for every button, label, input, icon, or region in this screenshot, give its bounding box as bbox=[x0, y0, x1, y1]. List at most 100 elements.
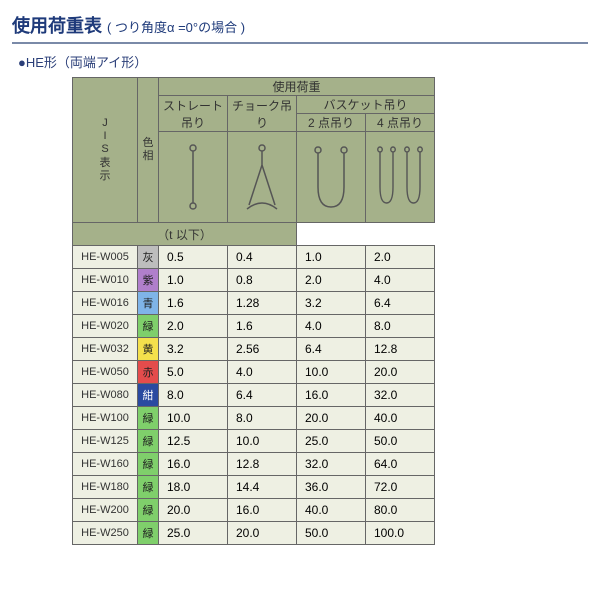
value-cell: 20.0 bbox=[297, 407, 366, 430]
page-title: 使用荷重表 ( つり角度α =0°の場合 ) bbox=[12, 12, 588, 44]
title-main: 使用荷重表 bbox=[12, 16, 102, 36]
value-cell: 12.5 bbox=[159, 430, 228, 453]
value-cell: 32.0 bbox=[297, 453, 366, 476]
value-cell: 3.2 bbox=[159, 338, 228, 361]
hue-cell: 緑 bbox=[138, 453, 159, 476]
hue-cell: 紺 bbox=[138, 384, 159, 407]
table-row: HE-W010紫1.00.82.04.0 bbox=[73, 269, 435, 292]
jis-cell: HE-W010 bbox=[73, 269, 138, 292]
value-cell: 2.0 bbox=[297, 269, 366, 292]
header-hue: 色相 bbox=[138, 78, 159, 223]
value-cell: 20.0 bbox=[228, 522, 297, 545]
jis-cell: HE-W125 bbox=[73, 430, 138, 453]
table-row: HE-W200緑20.016.040.080.0 bbox=[73, 499, 435, 522]
value-cell: 25.0 bbox=[297, 430, 366, 453]
table-row: HE-W020緑2.01.64.08.0 bbox=[73, 315, 435, 338]
header-4pt: 4 点吊り bbox=[366, 114, 435, 132]
table-row: HE-W032黄3.22.566.412.8 bbox=[73, 338, 435, 361]
value-cell: 1.28 bbox=[228, 292, 297, 315]
value-cell: 20.0 bbox=[159, 499, 228, 522]
value-cell: 100.0 bbox=[366, 522, 435, 545]
jis-cell: HE-W050 bbox=[73, 361, 138, 384]
table-row: HE-W080紺8.06.416.032.0 bbox=[73, 384, 435, 407]
hue-cell: 緑 bbox=[138, 430, 159, 453]
value-cell: 20.0 bbox=[366, 361, 435, 384]
table-row: HE-W100緑10.08.020.040.0 bbox=[73, 407, 435, 430]
icon-straight bbox=[159, 132, 228, 223]
value-cell: 50.0 bbox=[366, 430, 435, 453]
value-cell: 16.0 bbox=[228, 499, 297, 522]
hue-cell: 黄 bbox=[138, 338, 159, 361]
value-cell: 8.0 bbox=[228, 407, 297, 430]
value-cell: 0.4 bbox=[228, 246, 297, 269]
value-cell: 40.0 bbox=[366, 407, 435, 430]
value-cell: 2.0 bbox=[366, 246, 435, 269]
value-cell: 8.0 bbox=[159, 384, 228, 407]
value-cell: 6.4 bbox=[228, 384, 297, 407]
header-2pt: 2 点吊り bbox=[297, 114, 366, 132]
header-choke: チョーク吊り bbox=[228, 96, 297, 132]
load-table: JIS表示 色相 使用荷重 ストレート吊り チョーク吊り バスケット吊り 2 点… bbox=[72, 77, 435, 545]
value-cell: 8.0 bbox=[366, 315, 435, 338]
jis-cell: HE-W032 bbox=[73, 338, 138, 361]
hue-cell: 緑 bbox=[138, 476, 159, 499]
value-cell: 40.0 bbox=[297, 499, 366, 522]
value-cell: 1.0 bbox=[159, 269, 228, 292]
jis-cell: HE-W100 bbox=[73, 407, 138, 430]
value-cell: 12.8 bbox=[228, 453, 297, 476]
value-cell: 10.0 bbox=[159, 407, 228, 430]
table-row: HE-W180緑18.014.436.072.0 bbox=[73, 476, 435, 499]
value-cell: 36.0 bbox=[297, 476, 366, 499]
icon-basket-2pt bbox=[297, 132, 366, 223]
jis-cell: HE-W160 bbox=[73, 453, 138, 476]
jis-cell: HE-W180 bbox=[73, 476, 138, 499]
table-row: HE-W016青1.61.283.26.4 bbox=[73, 292, 435, 315]
hue-cell: 赤 bbox=[138, 361, 159, 384]
hue-cell: 灰 bbox=[138, 246, 159, 269]
title-sub: ( つり角度α =0°の場合 ) bbox=[107, 20, 245, 35]
value-cell: 16.0 bbox=[159, 453, 228, 476]
jis-cell: HE-W200 bbox=[73, 499, 138, 522]
jis-cell: HE-W005 bbox=[73, 246, 138, 269]
value-cell: 4.0 bbox=[297, 315, 366, 338]
value-cell: 3.2 bbox=[297, 292, 366, 315]
value-cell: 1.0 bbox=[297, 246, 366, 269]
hue-cell: 紫 bbox=[138, 269, 159, 292]
header-basket: バスケット吊り bbox=[297, 96, 435, 114]
icon-basket-4pt bbox=[366, 132, 435, 223]
value-cell: 32.0 bbox=[366, 384, 435, 407]
subtitle: ●HE形（両端アイ形） bbox=[18, 52, 588, 71]
table-row: HE-W005灰0.50.41.02.0 bbox=[73, 246, 435, 269]
value-cell: 25.0 bbox=[159, 522, 228, 545]
value-cell: 4.0 bbox=[366, 269, 435, 292]
hue-cell: 緑 bbox=[138, 407, 159, 430]
jis-cell: HE-W250 bbox=[73, 522, 138, 545]
header-jis: JIS表示 bbox=[73, 78, 138, 223]
header-straight: ストレート吊り bbox=[159, 96, 228, 132]
value-cell: 0.8 bbox=[228, 269, 297, 292]
jis-cell: HE-W020 bbox=[73, 315, 138, 338]
hue-cell: 緑 bbox=[138, 315, 159, 338]
value-cell: 16.0 bbox=[297, 384, 366, 407]
value-cell: 80.0 bbox=[366, 499, 435, 522]
value-cell: 64.0 bbox=[366, 453, 435, 476]
icon-choke bbox=[228, 132, 297, 223]
table-row: HE-W250緑25.020.050.0100.0 bbox=[73, 522, 435, 545]
value-cell: 1.6 bbox=[228, 315, 297, 338]
value-cell: 72.0 bbox=[366, 476, 435, 499]
value-cell: 0.5 bbox=[159, 246, 228, 269]
hue-cell: 緑 bbox=[138, 499, 159, 522]
value-cell: 10.0 bbox=[228, 430, 297, 453]
value-cell: 6.4 bbox=[297, 338, 366, 361]
value-cell: 6.4 bbox=[366, 292, 435, 315]
value-cell: 2.0 bbox=[159, 315, 228, 338]
jis-cell: HE-W016 bbox=[73, 292, 138, 315]
table-row: HE-W125緑12.510.025.050.0 bbox=[73, 430, 435, 453]
value-cell: 10.0 bbox=[297, 361, 366, 384]
value-cell: 2.56 bbox=[228, 338, 297, 361]
value-cell: 14.4 bbox=[228, 476, 297, 499]
value-cell: 1.6 bbox=[159, 292, 228, 315]
table-row: HE-W050赤5.04.010.020.0 bbox=[73, 361, 435, 384]
jis-cell: HE-W080 bbox=[73, 384, 138, 407]
value-cell: 18.0 bbox=[159, 476, 228, 499]
